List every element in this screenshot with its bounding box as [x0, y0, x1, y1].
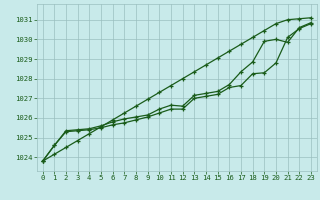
Text: Graphe pression niveau de la mer (hPa): Graphe pression niveau de la mer (hPa) [58, 184, 262, 193]
